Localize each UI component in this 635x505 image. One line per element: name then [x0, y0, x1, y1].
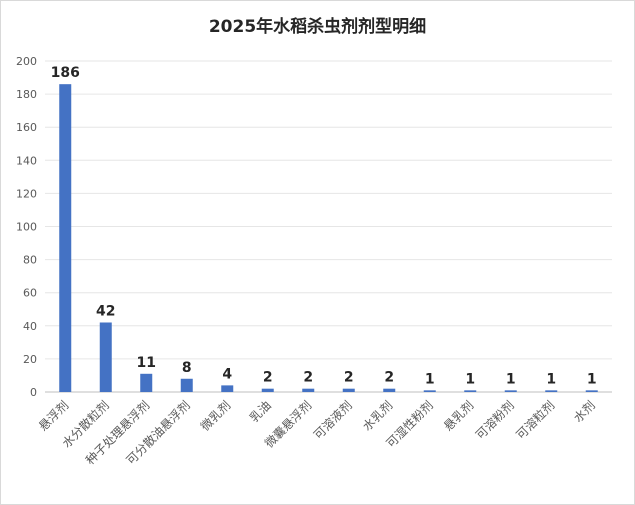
x-tick-label: 悬浮剂	[35, 398, 71, 434]
bar	[180, 378, 193, 392]
data-label: 2	[384, 370, 394, 386]
x-tick-label: 可溶粉剂	[472, 398, 517, 443]
bar	[140, 373, 153, 392]
data-label: 4	[222, 366, 232, 382]
bar	[545, 390, 558, 392]
x-tick-label: 可溶液剂	[310, 398, 355, 443]
bar	[261, 388, 274, 392]
x-tick-label: 可溶粒剂	[513, 398, 558, 443]
y-tick-label: 160	[16, 121, 37, 134]
y-tick-label: 140	[16, 154, 37, 167]
y-tick-label: 120	[16, 187, 37, 200]
data-label: 11	[137, 355, 156, 371]
x-tick-label: 水乳剂	[359, 398, 395, 434]
x-tick-label: 微乳剂	[197, 398, 233, 434]
y-tick-label: 80	[23, 254, 37, 267]
x-tick-label: 悬乳剂	[440, 398, 476, 434]
bar	[383, 388, 396, 392]
y-tick-label: 200	[16, 55, 37, 68]
bar	[99, 322, 112, 392]
y-tick-label: 0	[30, 386, 37, 399]
bar	[504, 390, 517, 392]
x-tick-label: 水剂	[570, 398, 598, 426]
data-label: 186	[51, 65, 80, 81]
data-label: 1	[506, 371, 516, 387]
bar	[302, 388, 315, 392]
chart-title: 2025年水稻杀虫剂剂型明细	[208, 17, 427, 37]
bar	[221, 385, 234, 392]
y-tick-label: 40	[23, 320, 37, 333]
y-tick-label: 60	[23, 287, 37, 300]
data-label: 42	[96, 303, 115, 319]
data-label: 1	[425, 371, 435, 387]
y-tick-label: 100	[16, 221, 37, 234]
bar	[464, 390, 477, 392]
bar	[342, 388, 355, 392]
data-label: 1	[465, 371, 475, 387]
x-tick-label: 乳油	[247, 398, 274, 425]
data-label: 1	[546, 371, 556, 387]
data-label: 2	[303, 370, 313, 386]
bar	[585, 390, 598, 392]
bar	[59, 84, 72, 393]
data-label: 8	[182, 360, 192, 376]
data-label: 2	[263, 370, 273, 386]
y-tick-label: 180	[16, 88, 37, 101]
data-label: 1	[587, 371, 597, 387]
y-tick-label: 20	[23, 353, 37, 366]
bar	[423, 390, 436, 392]
data-label: 2	[344, 370, 354, 386]
